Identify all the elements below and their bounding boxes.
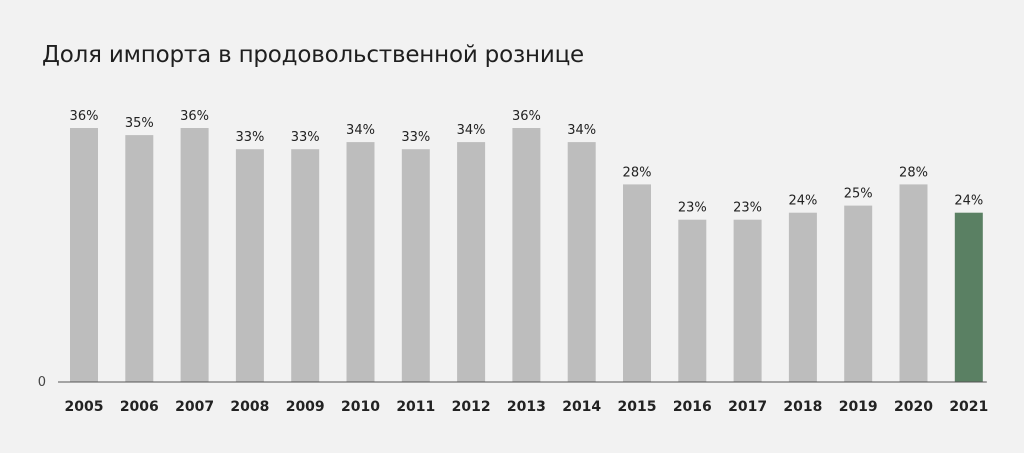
bar-2012 — [457, 142, 486, 382]
value-label-2008: 33% — [235, 130, 264, 145]
value-labels: 36% 35% 36% 33% 33% 34% 33% 34% 36% 34% 28% 23% 23% 2… — [70, 109, 984, 216]
x-tick-2009: 2009 — [286, 399, 325, 415]
bar-2008 — [235, 149, 264, 382]
value-label-2010: 34% — [346, 123, 375, 138]
value-label-2015: 28% — [623, 165, 652, 180]
value-label-2006: 35% — [125, 116, 154, 131]
x-tick-2020: 2020 — [894, 399, 933, 415]
bar-2006 — [125, 135, 154, 382]
value-label-2019: 25% — [844, 187, 873, 202]
x-tick-2021: 2021 — [949, 399, 988, 415]
bar-2013 — [512, 128, 541, 382]
x-tick-2019: 2019 — [839, 399, 878, 415]
value-label-2014: 34% — [567, 123, 596, 138]
value-label-2020: 28% — [899, 165, 928, 180]
value-label-2013: 36% — [512, 109, 541, 124]
x-tick-2007: 2007 — [175, 399, 214, 415]
value-label-2009: 33% — [291, 130, 320, 145]
value-label-2011: 33% — [401, 130, 430, 145]
bar-2009 — [291, 149, 320, 382]
bar-2014 — [567, 142, 596, 382]
x-tick-2017: 2017 — [728, 399, 767, 415]
bar-2018 — [788, 212, 817, 382]
value-label-2016: 23% — [678, 201, 707, 216]
x-tick-2012: 2012 — [452, 399, 491, 415]
bar-2021 — [954, 212, 983, 382]
bar-2017 — [733, 219, 762, 382]
y-axis-zero-label: 0 — [38, 375, 46, 390]
value-label-2021: 24% — [954, 194, 983, 209]
bar-2005 — [70, 128, 98, 382]
x-tick-2014: 2014 — [562, 399, 601, 415]
bars-group — [70, 128, 983, 382]
x-tick-2006: 2006 — [120, 399, 159, 415]
value-label-2012: 34% — [457, 123, 486, 138]
x-tick-2008: 2008 — [230, 399, 269, 415]
bar-2011 — [401, 149, 430, 382]
x-tick-labels: 2005 2006 2007 2008 2009 2010 2011 2012 2013 2014… — [65, 399, 989, 415]
chart-title: Доля импорта в продовольственной рознице — [42, 42, 584, 68]
value-label-2005: 36% — [70, 109, 99, 124]
bar-2015 — [623, 184, 651, 382]
bar-2010 — [346, 142, 375, 382]
x-tick-2010: 2010 — [341, 399, 380, 415]
value-label-2018: 24% — [788, 194, 817, 209]
x-tick-2011: 2011 — [396, 399, 435, 415]
bar-2016 — [678, 219, 707, 382]
value-label-2007: 36% — [180, 109, 209, 124]
x-tick-2018: 2018 — [783, 399, 822, 415]
bar-2020 — [899, 184, 928, 382]
bar-2019 — [844, 205, 873, 382]
x-tick-2013: 2013 — [507, 399, 546, 415]
x-tick-2015: 2015 — [618, 399, 657, 415]
x-tick-2005: 2005 — [65, 399, 104, 415]
x-tick-2016: 2016 — [673, 399, 712, 415]
bar-2007 — [180, 128, 209, 382]
value-label-2017: 23% — [733, 201, 762, 216]
